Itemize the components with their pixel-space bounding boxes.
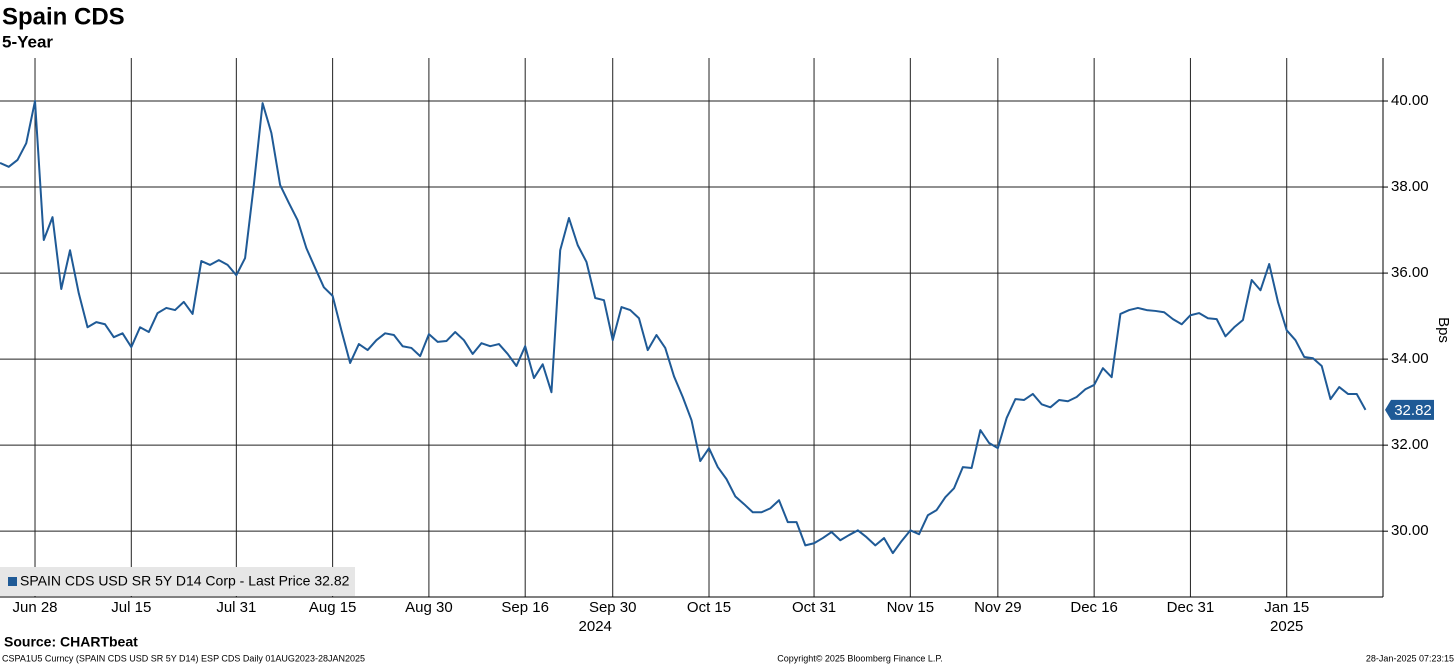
line-series — [0, 100, 1367, 555]
x-tick-label: Jul 31 — [216, 599, 256, 616]
x-tick-label: Dec 16 — [1070, 599, 1118, 616]
x-tick-label: Sep 16 — [501, 599, 549, 616]
source: Source: CHARTbeat — [4, 634, 138, 650]
x-tick-label: Jan 15 — [1264, 599, 1309, 616]
year-label: 2025 — [1270, 618, 1303, 635]
chart-title: Spain CDS — [2, 3, 125, 30]
legend-swatch — [8, 577, 17, 586]
x-tick-label: Nov 29 — [974, 599, 1022, 616]
x-tick-label: Aug 15 — [309, 599, 357, 616]
chart-subtitle: 5-Year — [2, 32, 53, 51]
year-label: 2024 — [579, 618, 612, 635]
legend-label: SPAIN CDS USD SR 5Y D14 Corp - Last Pric… — [20, 573, 350, 589]
last-price-tag: 32.82 — [1385, 399, 1434, 420]
y-tick-label: 36.00 — [1391, 264, 1429, 281]
y-tick-label: 30.00 — [1391, 522, 1429, 539]
x-tick-label: Dec 31 — [1167, 599, 1215, 616]
y-tick-label: 40.00 — [1391, 92, 1429, 109]
footer-left: CSPA1U5 Curncy (SPAIN CDS USD SR 5Y D14)… — [2, 653, 365, 663]
y-tick-label: 32.00 — [1391, 436, 1429, 453]
y-tick-label: 34.00 — [1391, 350, 1429, 367]
x-tick-label: Sep 30 — [589, 599, 637, 616]
y-axis-label: Bps — [1435, 317, 1452, 343]
y-tick-label: 38.00 — [1391, 178, 1429, 195]
x-tick-label: Nov 15 — [887, 599, 935, 616]
legend-box — [0, 567, 355, 596]
x-tick-label: Jul 15 — [111, 599, 151, 616]
x-tick-label: Jun 28 — [12, 599, 57, 616]
last-price-box — [1385, 399, 1434, 420]
x-tick-label: Aug 30 — [405, 599, 453, 616]
footer-center: Copyright© 2025 Bloomberg Finance L.P. — [777, 653, 943, 663]
last-price-label: 32.82 — [1394, 402, 1432, 419]
x-tick-label: Oct 31 — [792, 599, 836, 616]
footer-right: 28-Jan-2025 07:23:15 — [1366, 653, 1454, 663]
x-tick-label: Oct 15 — [687, 599, 731, 616]
